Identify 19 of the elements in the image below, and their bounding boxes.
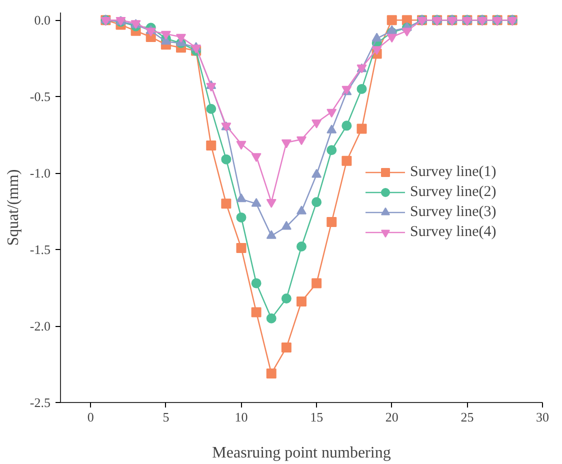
x-tick-label: 10 (234, 410, 248, 424)
x-tick-label: 5 (162, 410, 170, 424)
x-tick-label: 30 (536, 410, 549, 424)
legend-label: Survey line(4) (410, 224, 496, 240)
legend-label: Survey line(3) (410, 204, 496, 220)
y-tick-label: 0.0 (34, 12, 50, 28)
x-tick-label: 20 (385, 410, 398, 424)
x-axis-title: Measruing point numbering (212, 444, 391, 462)
y-tick-label: -2.5 (30, 395, 51, 410)
legend-label: Survey line(1) (410, 164, 496, 180)
y-tick-label: -1.5 (30, 242, 51, 258)
y-tick-label: -1.0 (30, 166, 51, 181)
y-tick-label: -2.0 (30, 318, 51, 334)
x-tick-label: 0 (87, 410, 94, 424)
y-axis-title: Squat/(mm) (4, 169, 22, 246)
x-tick-label: 15 (310, 410, 324, 424)
y-tick-label: -0.5 (30, 89, 51, 104)
legend-label: Survey line(2) (410, 184, 496, 200)
x-tick-label: 25 (460, 410, 474, 424)
